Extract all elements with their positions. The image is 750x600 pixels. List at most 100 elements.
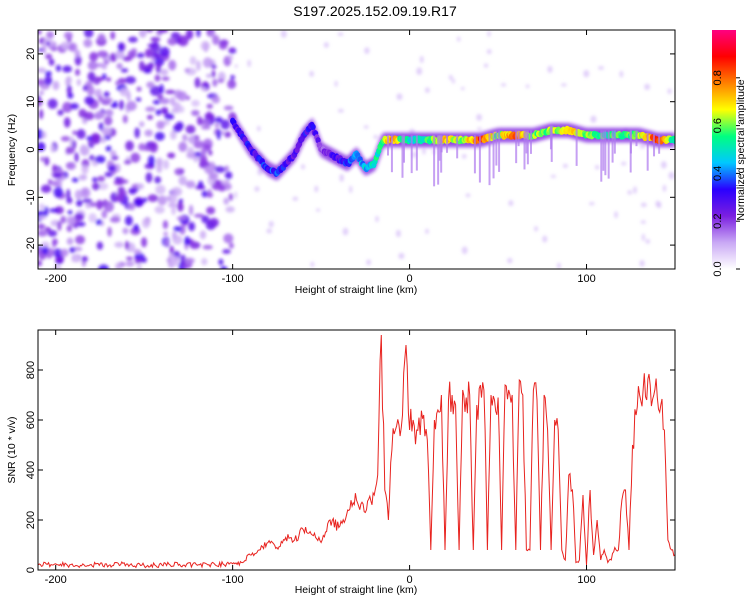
noise-blob [188,135,195,145]
noise-blob [176,216,188,221]
noise-blob [97,50,108,58]
noise-blob [224,131,232,138]
noise-blob [157,30,169,33]
spectrogram-x-label: Height of straight line (km) [295,284,418,296]
noise-blob [38,78,45,86]
noise-blob [627,190,632,195]
noise-blob [228,242,234,249]
noise-blob [337,32,344,36]
noise-blob [52,80,60,91]
noise-blob [177,35,189,47]
spectral-streak [646,132,649,171]
noise-blob [63,31,73,40]
noise-blob [152,99,161,105]
spectral-streak [529,130,532,154]
noise-blob [150,36,161,42]
noise-blob [40,184,52,194]
noise-blob [133,223,140,232]
spectral-streak [635,130,638,147]
noise-blob [105,77,112,82]
noise-blob [94,155,106,164]
noise-blob [138,121,145,128]
noise-blob [128,202,136,211]
noise-blob [89,154,95,161]
noise-blob [74,54,82,66]
noise-blob [44,206,49,217]
noise-blob [134,127,140,139]
noise-blob [146,114,154,120]
noise-blob [206,103,213,109]
colorbar: 0.0 0.2 0.4 0.6 0.8 Normalized spectral ampl… [712,30,747,277]
noise-blob [247,59,252,68]
noise-blob [44,156,50,166]
noise-blob [619,70,624,78]
spectral-streak [658,135,661,154]
noise-blob [128,36,138,43]
noise-blob [227,81,234,89]
noise-blob [55,257,64,265]
noise-blob [109,150,117,157]
noise-blob [186,152,196,159]
noise-blob [228,193,233,201]
noise-blob [107,165,116,172]
noise-blob [170,31,181,40]
noise-blob [156,162,163,174]
noise-blob [185,124,196,134]
noise-blob [144,48,153,58]
noise-blob [163,231,168,237]
noise-blob [201,215,210,224]
spectral-streak [602,130,605,171]
noise-blob [167,152,176,159]
noise-blob [662,184,667,192]
noise-blob [224,165,230,172]
spectral-streak [523,130,526,170]
noise-blob [85,201,92,209]
noise-blob [38,229,48,237]
noise-blob [136,263,142,269]
noise-blob [125,76,137,84]
noise-blob [316,208,321,212]
noise-blob [196,30,201,38]
noise-blob [223,179,230,185]
noise-blob [74,189,83,200]
noise-blob [87,60,98,71]
noise-blob [234,191,238,199]
noise-blob [180,254,186,265]
noise-blob [120,68,129,73]
noise-blob [214,123,220,128]
noise-blob [44,76,53,86]
noise-blob [60,41,70,50]
noise-blob [193,213,205,218]
noise-blob [179,223,186,235]
noise-blob [266,228,273,234]
spectral-streak [492,131,495,179]
noise-blob [206,192,214,198]
noise-blob [115,49,125,60]
noise-blob [366,259,372,266]
noise-blob [103,91,110,98]
noise-blob [117,77,127,84]
noise-blob [159,83,164,95]
noise-blob [155,62,162,74]
noise-blob [98,95,103,103]
spectral-streak [390,135,393,173]
noise-blob [67,210,73,215]
spectral-streak [415,135,418,171]
noise-blob [125,140,134,151]
x-tick-label: 0 [407,273,413,285]
y-tick-label: 20 [25,48,37,60]
noise-blob [92,177,98,183]
noise-blob [66,188,71,200]
noise-blob [119,99,125,111]
noise-blob [204,119,210,128]
noise-blob [141,217,151,229]
noise-blob [461,154,467,159]
noise-blob [69,246,76,253]
snr-panel: -200 -100 0 100 0 200 400 600 800 Height of str… [6,329,676,596]
noise-blob [112,100,118,108]
noise-blob [40,156,46,162]
noise-blob [146,81,155,89]
noise-blob [95,63,104,68]
noise-blob [419,55,424,64]
noise-blob [159,46,170,58]
